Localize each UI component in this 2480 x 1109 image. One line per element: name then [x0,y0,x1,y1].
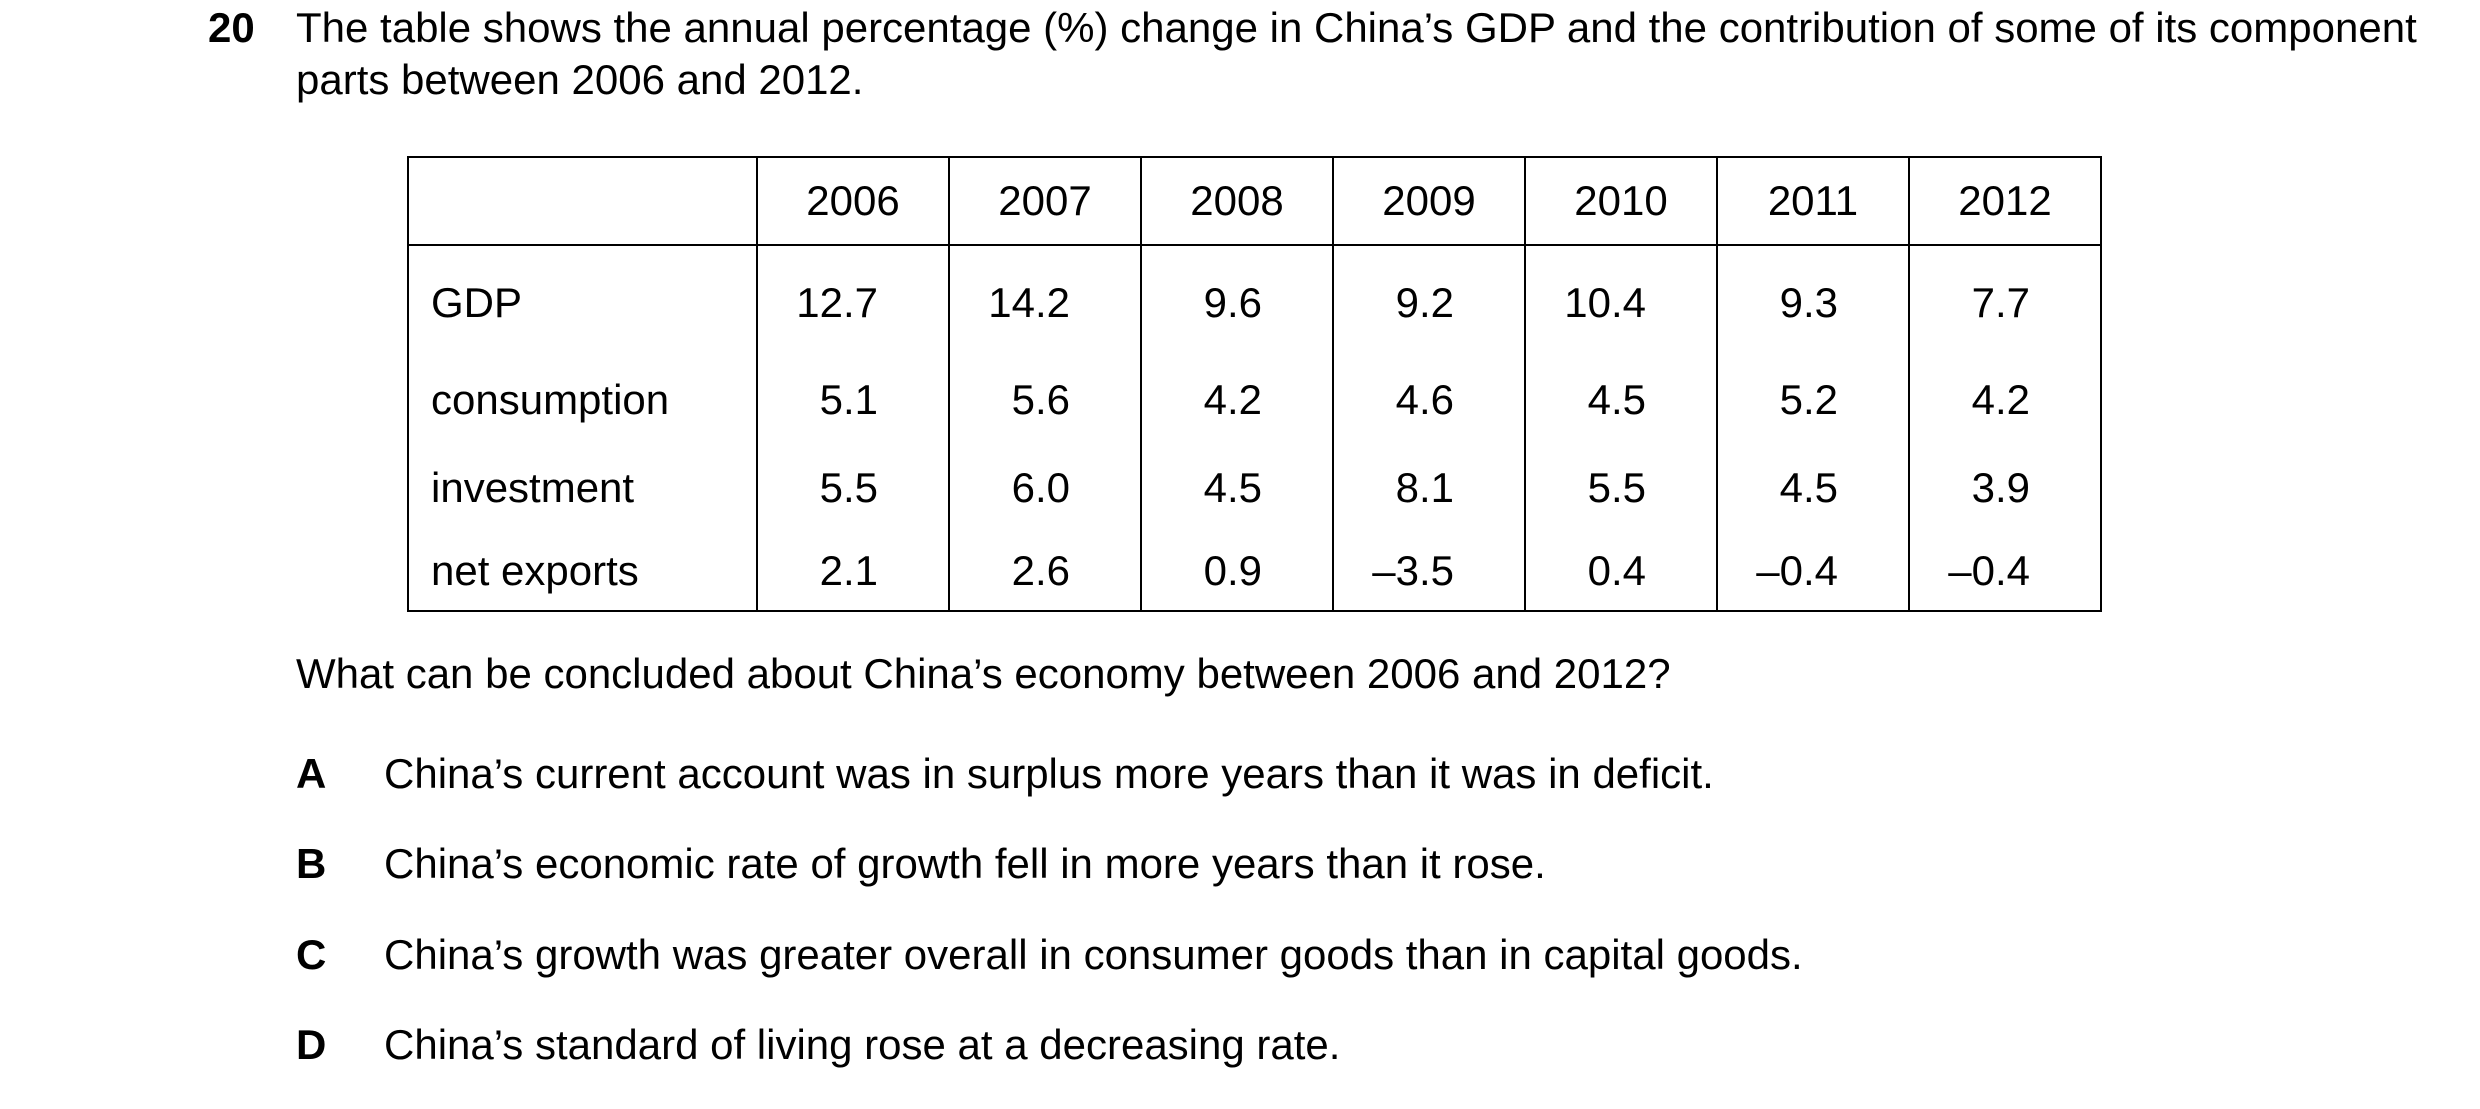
table-cell: 0.4 [1524,532,1718,612]
table-cell: 5.1 [756,356,950,444]
option-letter: D [296,1021,327,1068]
year-header: 2006 [756,156,950,246]
table-cell: 12.7 [756,245,950,356]
table-row: net exports 2.1 2.6 0.9 –3.5 0.4 –0.4 –0… [407,532,2102,612]
table-cell: 6.0 [948,444,1142,532]
table-row: consumption 5.1 5.6 4.2 4.6 4.5 5.2 4.2 [407,356,2102,444]
gdp-table: 2006 2007 2008 2009 2010 2011 2012 GDP 1… [407,156,2102,612]
option-letter: B [296,840,327,887]
table-row: investment 5.5 6.0 4.5 8.1 5.5 4.5 3.9 [407,444,2102,532]
table-cell: 4.5 [1524,356,1718,444]
table-cell: 5.5 [1524,444,1718,532]
table-cell: 4.6 [1332,356,1526,444]
table-cell: 8.1 [1332,444,1526,532]
year-header: 2009 [1332,156,1526,246]
table-cell: 9.2 [1332,245,1526,356]
option-text: China’s economic rate of growth fell in … [384,840,1546,887]
year-header: 2008 [1140,156,1334,246]
option-text: China’s current account was in surplus m… [384,750,1714,797]
table-cell: 7.7 [1908,245,2102,356]
row-label: net exports [407,532,758,612]
year-header: 2010 [1524,156,1718,246]
table-row: GDP 12.7 14.2 9.6 9.2 10.4 9.3 7.7 [407,245,2102,356]
option-letter: A [296,750,327,797]
option-text: China’s growth was greater overall in co… [384,931,1803,978]
table-header-row: 2006 2007 2008 2009 2010 2011 2012 [407,156,2102,246]
row-label: GDP [407,245,758,356]
table-cell: 0.9 [1140,532,1334,612]
year-header: 2012 [1908,156,2102,246]
table-cell: 4.2 [1140,356,1334,444]
option-text: China’s standard of living rose at a dec… [384,1021,1341,1068]
table-cell: –0.4 [1716,532,1910,612]
table-cell: 9.6 [1140,245,1334,356]
year-header: 2011 [1716,156,1910,246]
table-cell: –3.5 [1332,532,1526,612]
row-label: consumption [407,356,758,444]
question-prompt: What can be concluded about China’s econ… [296,650,1671,697]
year-header: 2007 [948,156,1142,246]
row-label: investment [407,444,758,532]
table-cell: 5.5 [756,444,950,532]
table-cell: 10.4 [1524,245,1718,356]
table-cell: 4.2 [1908,356,2102,444]
table-cell: 4.5 [1140,444,1334,532]
table-cell: 4.5 [1716,444,1910,532]
option-letter: C [296,931,327,978]
question-stem: The table shows the annual percentage (%… [296,4,2417,103]
question-number: 20 [208,4,255,51]
table-cell: 5.6 [948,356,1142,444]
table-cell: 2.6 [948,532,1142,612]
table-cell: 9.3 [1716,245,1910,356]
table-cell: –0.4 [1908,532,2102,612]
table-cell: 3.9 [1908,444,2102,532]
table-corner-cell [407,156,758,246]
table-cell: 5.2 [1716,356,1910,444]
table-cell: 2.1 [756,532,950,612]
table-cell: 14.2 [948,245,1142,356]
